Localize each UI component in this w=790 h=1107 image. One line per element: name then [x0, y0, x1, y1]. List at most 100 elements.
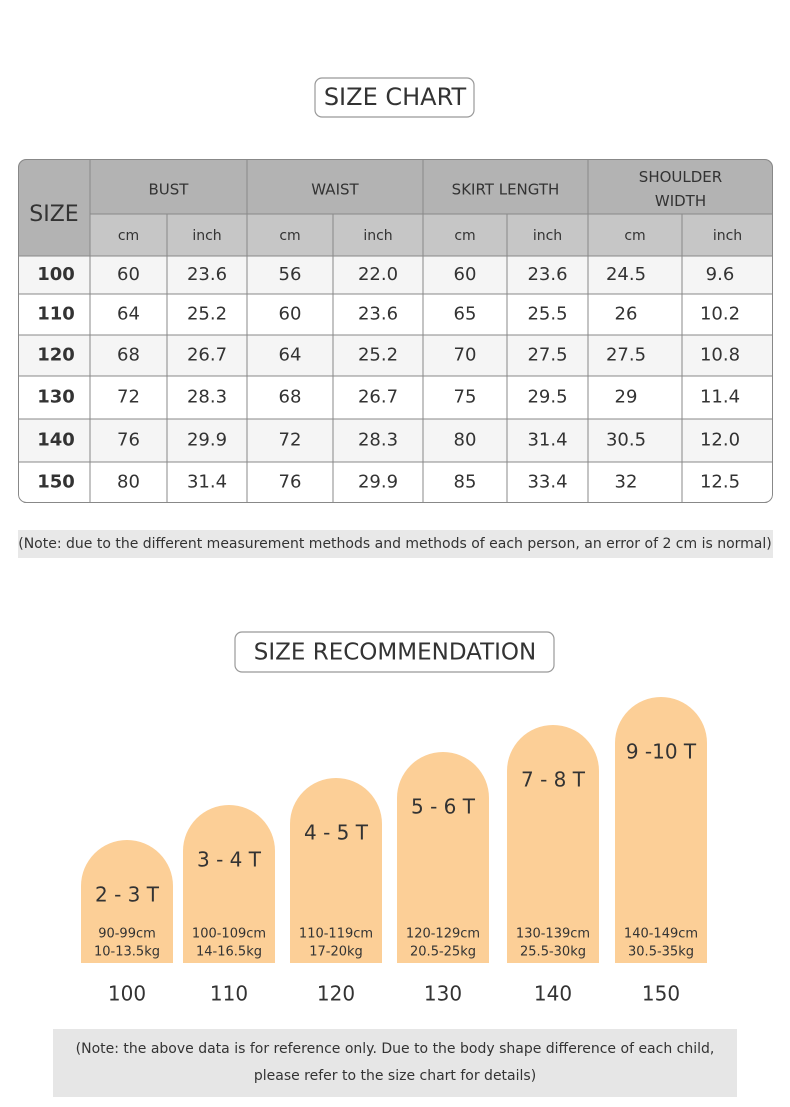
value-cell: 23.6 [187, 264, 227, 285]
value-cell: 85 [454, 472, 477, 493]
value-cell: 68 [117, 345, 140, 366]
value-cell: 27.5 [606, 345, 646, 366]
value-cell: 23.6 [358, 304, 398, 325]
weight-range: 10-13.5kg [94, 945, 160, 960]
value-cell: 29.9 [187, 430, 227, 451]
value-cell: 28.3 [358, 430, 398, 451]
title-box [234, 631, 555, 673]
age-label: 3 - 4 T [197, 848, 262, 872]
value-cell: 75 [454, 387, 477, 408]
value-cell: 25.2 [358, 345, 398, 366]
weight-range: 17-20kg [309, 945, 363, 960]
size-label: 120 [317, 982, 355, 1006]
size-pillar [290, 778, 382, 963]
height-range: 120-129cm [406, 927, 480, 942]
row-bg [18, 335, 773, 376]
unit: cm [118, 228, 139, 244]
unit: cm [624, 228, 645, 244]
value-cell: 30.5 [606, 430, 646, 451]
value-cell: 12.0 [700, 430, 740, 451]
note-line: (Note: the above data is for reference o… [76, 1041, 715, 1057]
height-range: 90-99cm [98, 927, 156, 942]
unit: cm [454, 228, 475, 244]
size-cell: 110 [37, 304, 75, 325]
value-cell: 31.4 [527, 430, 567, 451]
age-label: 7 - 8 T [521, 768, 586, 792]
row-bg [18, 419, 773, 462]
age-label: 4 - 5 T [304, 821, 369, 845]
unit: inch [363, 228, 392, 244]
recommendation-title: SIZE RECOMMENDATION [254, 640, 536, 666]
weight-range: 30.5-35kg [628, 945, 694, 960]
size-label: 110 [210, 982, 248, 1006]
height-range: 110-119cm [299, 927, 373, 942]
size-cell: 150 [37, 472, 75, 493]
note-line: please refer to the size chart for detai… [254, 1068, 536, 1084]
value-cell: 60 [279, 304, 302, 325]
height-range: 130-139cm [516, 927, 590, 942]
value-cell: 9.6 [706, 264, 735, 285]
unit: cm [279, 228, 300, 244]
size-cell: 130 [37, 387, 75, 408]
size-cell: 120 [37, 345, 75, 366]
value-cell: 27.5 [527, 345, 567, 366]
size-label: 150 [642, 982, 680, 1006]
value-cell: 76 [279, 472, 302, 493]
value-cell: 29.5 [527, 387, 567, 408]
value-cell: 24.5 [606, 264, 646, 285]
size-pillar [183, 805, 275, 963]
value-cell: 70 [454, 345, 477, 366]
value-cell: 11.4 [700, 387, 740, 408]
row-bg [18, 376, 773, 419]
size-table [18, 159, 773, 503]
unit: inch [192, 228, 221, 244]
note-box [53, 1029, 737, 1097]
value-cell: 26 [615, 304, 638, 325]
weight-range: 20.5-25kg [410, 945, 476, 960]
size-label: 140 [534, 982, 572, 1006]
value-cell: 80 [117, 472, 140, 493]
value-cell: 32 [615, 472, 638, 493]
size-pillar [615, 697, 707, 963]
row-bg [18, 294, 773, 335]
value-cell: 26.7 [187, 345, 227, 366]
value-cell: 22.0 [358, 264, 398, 285]
weight-range: 14-16.5kg [196, 945, 262, 960]
row-bg [18, 462, 773, 503]
value-cell: 72 [279, 430, 302, 451]
value-cell: 12.5 [700, 472, 740, 493]
size-header: SIZE [29, 202, 78, 227]
subheader-bg [90, 214, 773, 256]
value-cell: 64 [117, 304, 140, 325]
value-cell: 28.3 [187, 387, 227, 408]
weight-range: 25.5-30kg [520, 945, 586, 960]
note: (Note: due to the different measurement … [18, 536, 772, 552]
value-cell: 23.6 [527, 264, 567, 285]
size-pillar [507, 725, 599, 963]
height-range: 100-109cm [192, 927, 266, 942]
value-cell: 72 [117, 387, 140, 408]
value-cell: 25.2 [187, 304, 227, 325]
size-label: 100 [108, 982, 146, 1006]
value-cell: 68 [279, 387, 302, 408]
value-cell: 33.4 [527, 472, 567, 493]
table-border [18, 159, 773, 503]
value-cell: 76 [117, 430, 140, 451]
value-cell: 10.2 [700, 304, 740, 325]
value-cell: 25.5 [527, 304, 567, 325]
size-label: 130 [424, 982, 462, 1006]
unit: inch [713, 228, 742, 244]
column-group: BUST [149, 181, 190, 199]
value-cell: 60 [454, 264, 477, 285]
size-cell: 100 [37, 264, 75, 285]
age-label: 5 - 6 T [411, 795, 476, 819]
size-pillar [397, 752, 489, 963]
value-cell: 60 [117, 264, 140, 285]
value-cell: 64 [279, 345, 302, 366]
value-cell: 26.7 [358, 387, 398, 408]
title-box [314, 77, 475, 118]
column-group: SKIRT LENGTH [452, 181, 560, 199]
value-cell: 29.9 [358, 472, 398, 493]
value-cell: 80 [454, 430, 477, 451]
